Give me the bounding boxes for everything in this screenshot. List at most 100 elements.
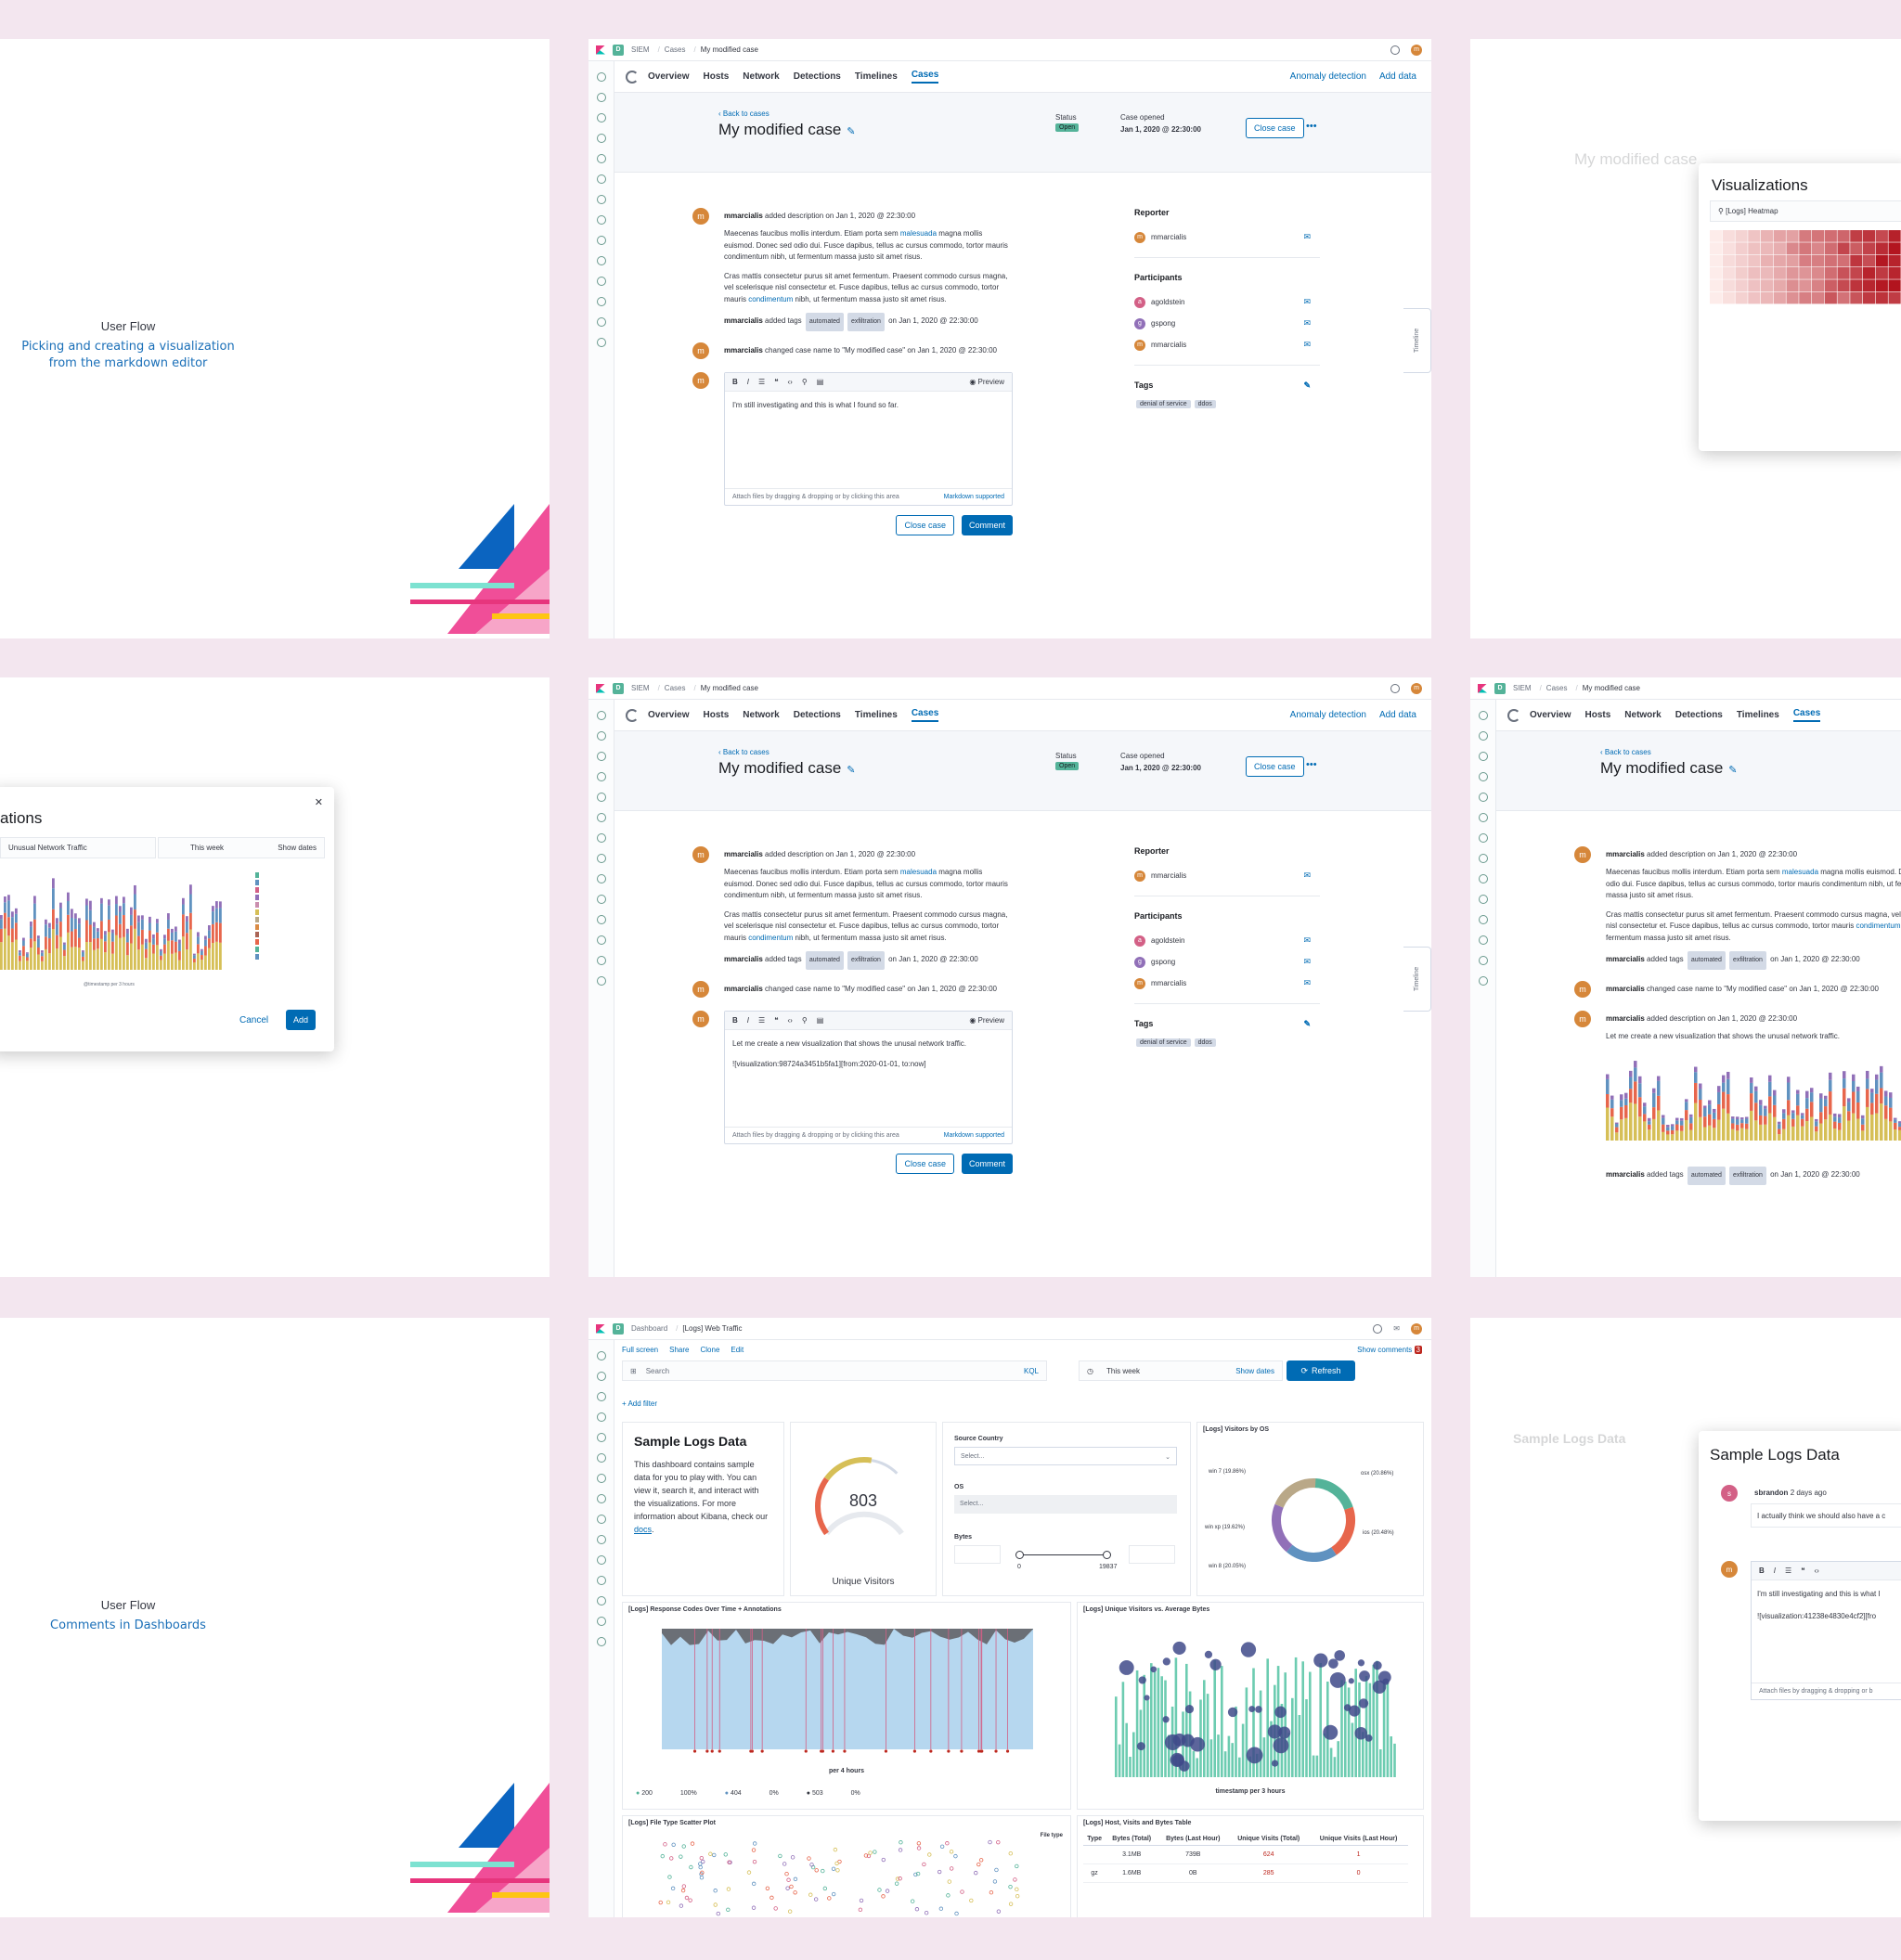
close-case-bottom-button[interactable]: Close case [896, 515, 954, 535]
breadcrumb-dashboard[interactable]: Dashboard [631, 1324, 668, 1333]
space-badge[interactable]: D [613, 682, 624, 694]
back-to-cases-link[interactable]: ‹ Back to cases [718, 110, 769, 118]
source-country-select[interactable]: Select... ⌄ [954, 1447, 1177, 1465]
comment-button[interactable]: Comment [961, 515, 1013, 535]
help-icon[interactable] [1373, 1323, 1383, 1334]
file-type-scatter-chart[interactable] [641, 1833, 1031, 1916]
nav-icon[interactable] [596, 195, 606, 204]
refresh-button[interactable]: ⟳ Refresh [1287, 1360, 1355, 1381]
breadcrumb-siem[interactable]: SIEM [631, 45, 650, 54]
help-icon[interactable] [1390, 45, 1400, 55]
rendered-visualization[interactable] [1606, 1051, 1901, 1162]
tab-timelines[interactable]: Timelines [854, 71, 898, 82]
date-picker[interactable]: ◷ This week Show dates [1079, 1360, 1283, 1381]
edit-tags-icon[interactable]: ✎ [1303, 380, 1311, 390]
nav-icon[interactable] [596, 215, 606, 225]
nav-icon[interactable] [596, 154, 606, 163]
space-badge[interactable]: D [613, 1322, 624, 1335]
markdown-supported-link[interactable]: Markdown supported [943, 1132, 1004, 1139]
link-icon[interactable]: ⚲ [801, 1016, 808, 1025]
menu-share[interactable]: Share [669, 1346, 690, 1354]
italic-icon[interactable]: I [746, 378, 750, 386]
add-data-link[interactable]: Add data [1378, 710, 1416, 720]
edit-title-icon[interactable]: ✎ [847, 765, 856, 776]
comment-textarea[interactable]: Let me create a new visualization that s… [732, 1039, 966, 1068]
viz-search-input[interactable]: Unusual Network Traffic [0, 837, 156, 858]
markdown-supported-link[interactable]: Markdown supported [943, 494, 1004, 500]
space-badge[interactable]: D [613, 44, 624, 56]
add-data-link[interactable]: Add data [1378, 71, 1416, 82]
bytes-min-input[interactable] [954, 1545, 1001, 1564]
anomaly-detection-link[interactable]: Anomaly detection [1289, 710, 1366, 720]
code-icon[interactable]: ‹› [787, 1016, 793, 1025]
tab-hosts[interactable]: Hosts [703, 710, 730, 720]
docs-link[interactable]: docs [634, 1525, 653, 1534]
saved-query-icon[interactable]: ⊞ [630, 1366, 637, 1375]
preview-button[interactable]: ◉ Preview [969, 378, 1004, 386]
preview-button[interactable]: ◉ Preview [969, 1016, 1004, 1025]
tab-hosts[interactable]: Hosts [703, 71, 730, 82]
nav-icon[interactable] [596, 174, 606, 184]
bytes-slider[interactable] [1019, 1554, 1106, 1555]
italic-icon[interactable]: I [746, 1016, 750, 1025]
network-traffic-chart[interactable] [0, 870, 232, 977]
nav-icon[interactable] [596, 277, 606, 286]
code-icon[interactable]: ‹› [787, 378, 793, 386]
comment-button[interactable]: Comment [961, 1154, 1013, 1174]
search-bar[interactable]: ⊞ Search KQL [622, 1360, 1047, 1381]
breadcrumb-siem[interactable]: SIEM [631, 684, 650, 692]
breadcrumb-cases[interactable]: Cases [664, 684, 686, 692]
unique-visitors-chart[interactable] [1096, 1619, 1412, 1786]
nav-icon[interactable] [596, 134, 606, 143]
tab-overview[interactable]: Overview [648, 71, 690, 82]
os-donut-chart[interactable] [1262, 1469, 1364, 1571]
edit-title-icon[interactable]: ✎ [847, 126, 856, 137]
nav-icon[interactable] [596, 72, 606, 82]
user-avatar[interactable]: m [1411, 44, 1422, 56]
user-avatar[interactable]: m [1411, 1322, 1422, 1335]
breadcrumb-cases[interactable]: Cases [664, 45, 686, 54]
response-codes-chart[interactable] [634, 1619, 1061, 1775]
menu-edit[interactable]: Edit [731, 1346, 744, 1354]
markdown-editor[interactable]: B I ☰ ❝ ‹› ⚲ ▤ ◉ Preview I'm still investigatin… [724, 372, 1013, 506]
kibana-logo-icon[interactable] [596, 1323, 605, 1334]
mail-icon[interactable]: ✉ [1303, 318, 1311, 328]
slider-handle-min[interactable] [1015, 1551, 1024, 1559]
tab-network[interactable]: Network [743, 710, 780, 720]
viz-search-input[interactable]: ⚲ [Logs] Heatmap [1710, 200, 1901, 222]
add-button[interactable]: Add [286, 1010, 317, 1030]
link-icon[interactable]: ⚲ [801, 378, 808, 386]
nav-icon[interactable] [596, 236, 606, 245]
quote-icon[interactable]: ❝ [774, 1016, 779, 1025]
show-comments-link[interactable]: Show comments 3 [1357, 1346, 1422, 1354]
close-case-bottom-button[interactable]: Close case [896, 1154, 954, 1174]
reply-editor[interactable]: B I ☰ ❝ ‹› I'm still investigating and this … [1751, 1561, 1901, 1700]
timeline-flyout-tab[interactable]: Timeline [1403, 947, 1431, 1012]
more-actions-icon[interactable]: ••• [1306, 121, 1317, 132]
visualization-icon[interactable]: ▤ [816, 378, 824, 386]
back-to-cases-link[interactable]: ‹ Back to cases [718, 748, 769, 756]
cancel-button[interactable]: Cancel [239, 1015, 269, 1025]
quote-icon[interactable]: ❝ [774, 378, 779, 386]
comment-textarea[interactable]: I'm still investigating and this is what… [732, 401, 899, 409]
kql-toggle[interactable]: KQL [1023, 1366, 1039, 1375]
help-icon[interactable] [1390, 683, 1400, 693]
attach-hint[interactable]: Attach files by dragging & dropping or b… [732, 494, 899, 500]
markdown-editor[interactable]: B I ☰ ❝ ‹› ⚲ ▤ ◉ Preview Let me create a new vi… [724, 1011, 1013, 1144]
nav-icon[interactable] [596, 338, 606, 347]
tab-detections[interactable]: Detections [793, 710, 841, 720]
mail-icon[interactable]: ✉ [1393, 1324, 1400, 1333]
add-filter-link[interactable]: + Add filter [622, 1399, 658, 1408]
menu-full-screen[interactable]: Full screen [622, 1346, 659, 1354]
timeline-flyout-tab[interactable]: Timeline [1403, 308, 1431, 373]
tab-network[interactable]: Network [743, 71, 780, 82]
tab-cases[interactable]: Cases [911, 708, 939, 722]
tab-detections[interactable]: Detections [793, 71, 841, 82]
bold-icon[interactable]: B [732, 1016, 738, 1025]
close-icon[interactable]: ✕ [314, 797, 323, 808]
close-case-button[interactable]: Close case [1246, 756, 1304, 777]
mail-icon[interactable]: ✉ [1303, 232, 1311, 241]
mail-icon[interactable]: ✉ [1303, 340, 1311, 349]
nav-icon[interactable] [596, 113, 606, 122]
heatmap-preview[interactable] [1710, 230, 1901, 332]
